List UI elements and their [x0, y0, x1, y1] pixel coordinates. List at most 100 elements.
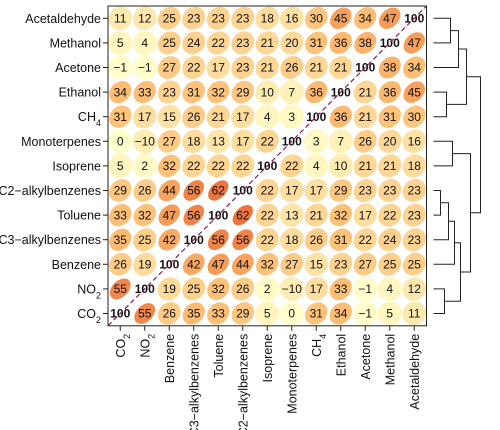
correlation-ellipse	[182, 277, 206, 301]
dendrogram-branch	[433, 288, 445, 314]
cell-value: 38	[359, 36, 373, 50]
cell: 23	[378, 179, 402, 202]
cell-value: 17	[310, 282, 324, 296]
cell-value: 62	[236, 208, 250, 222]
cell: 36	[329, 105, 352, 128]
cell: 11	[108, 6, 133, 31]
cell-value: 31	[383, 110, 397, 124]
cell-value: −1	[358, 282, 372, 296]
cell: 22	[231, 154, 255, 178]
correlation-ellipse	[279, 277, 304, 301]
cell: 32	[207, 277, 230, 301]
cell: 22	[255, 228, 279, 252]
cell: 32	[133, 203, 156, 227]
cell-value: 23	[334, 258, 348, 272]
correlation-ellipse	[206, 55, 230, 80]
cell-value: 13	[285, 208, 299, 222]
column-label-monoterpenes: Monoterpenes	[285, 334, 299, 414]
cell: 34	[109, 80, 132, 104]
correlation-ellipse	[108, 6, 133, 31]
correlation-ellipse	[133, 252, 157, 276]
correlation-ellipse	[206, 6, 230, 30]
correlation-ellipse	[305, 7, 328, 30]
row-label-toluene: Toluene	[57, 209, 101, 223]
correlation-ellipse	[353, 203, 377, 227]
cell: 20	[280, 31, 304, 55]
cell-value: 22	[261, 233, 275, 247]
correlation-ellipse	[353, 80, 377, 104]
correlation-ellipse	[280, 56, 304, 79]
cell-value: 26	[138, 184, 152, 198]
cell-value: 30	[408, 110, 422, 124]
correlation-ellipse	[133, 228, 157, 252]
correlation-ellipse	[378, 56, 401, 79]
cell-value: 15	[310, 258, 324, 272]
cell-value: 26	[163, 307, 177, 321]
cell-value: 17	[236, 110, 250, 124]
row-label-ethanol: Ethanol	[59, 86, 101, 100]
cell: 42	[182, 253, 205, 276]
cell: 0	[108, 129, 133, 154]
cell: 47	[403, 32, 425, 54]
cell: 56	[183, 204, 205, 226]
correlation-ellipse	[330, 7, 352, 30]
cell-value: 25	[163, 36, 177, 50]
cell: 15	[304, 252, 328, 277]
cell: 16	[402, 129, 426, 154]
cell-value: 4	[386, 282, 393, 296]
correlation-ellipse	[402, 203, 426, 227]
cell: 38	[378, 56, 401, 79]
correlation-ellipse	[280, 252, 304, 276]
cell-value: 3	[313, 135, 320, 149]
cell-value: −1	[358, 307, 372, 321]
cell-value: 21	[334, 61, 348, 75]
cell-value: 22	[261, 208, 275, 222]
correlation-ellipse	[402, 301, 427, 326]
cell-value: 35	[187, 307, 201, 321]
cell: 5	[377, 301, 402, 326]
cell-value: 22	[285, 159, 299, 173]
correlation-ellipse	[377, 301, 402, 326]
correlation-ellipse	[328, 129, 353, 154]
cell-value: 100	[159, 258, 179, 272]
cell: 21	[353, 80, 377, 104]
cell: 31	[329, 228, 352, 251]
cell-value: 26	[236, 282, 250, 296]
cell: 10	[328, 154, 353, 178]
dendrogram-branch	[466, 76, 481, 214]
cell-value: 47	[163, 208, 177, 222]
cell: 22	[206, 31, 230, 55]
correlation-ellipse	[207, 253, 229, 275]
correlation-ellipse	[108, 252, 132, 276]
correlation-ellipse	[279, 80, 304, 105]
cell-value: 22	[212, 159, 226, 173]
correlation-ellipse	[279, 301, 304, 326]
cell: 26	[304, 228, 328, 252]
cell-value: 18	[261, 12, 275, 26]
correlation-ellipse	[280, 154, 304, 178]
cell: 100	[159, 258, 179, 272]
cell: 21	[304, 55, 328, 80]
cell: 29	[329, 179, 353, 202]
correlation-ellipse	[353, 154, 377, 178]
cell: 4	[304, 153, 329, 178]
cell-value: 29	[334, 184, 348, 198]
cell: 5	[255, 301, 280, 326]
cell: 35	[109, 228, 132, 251]
cell: 32	[207, 80, 230, 104]
correlation-ellipse	[158, 204, 180, 226]
correlation-ellipse	[231, 129, 255, 153]
column-label-no2: NO2	[138, 334, 156, 358]
cell-value: 35	[114, 233, 128, 247]
cell-value: 31	[310, 307, 324, 321]
cell: 26	[157, 302, 181, 325]
correlation-ellipse	[378, 129, 402, 153]
cell: 22	[280, 154, 304, 178]
correlation-ellipse	[157, 277, 181, 301]
cell: 32	[256, 253, 279, 276]
correlation-ellipse	[132, 129, 157, 154]
correlation-ellipse	[231, 302, 255, 325]
cell: 22	[255, 203, 279, 227]
cell: 26	[182, 105, 206, 129]
cell: 33	[133, 80, 156, 104]
